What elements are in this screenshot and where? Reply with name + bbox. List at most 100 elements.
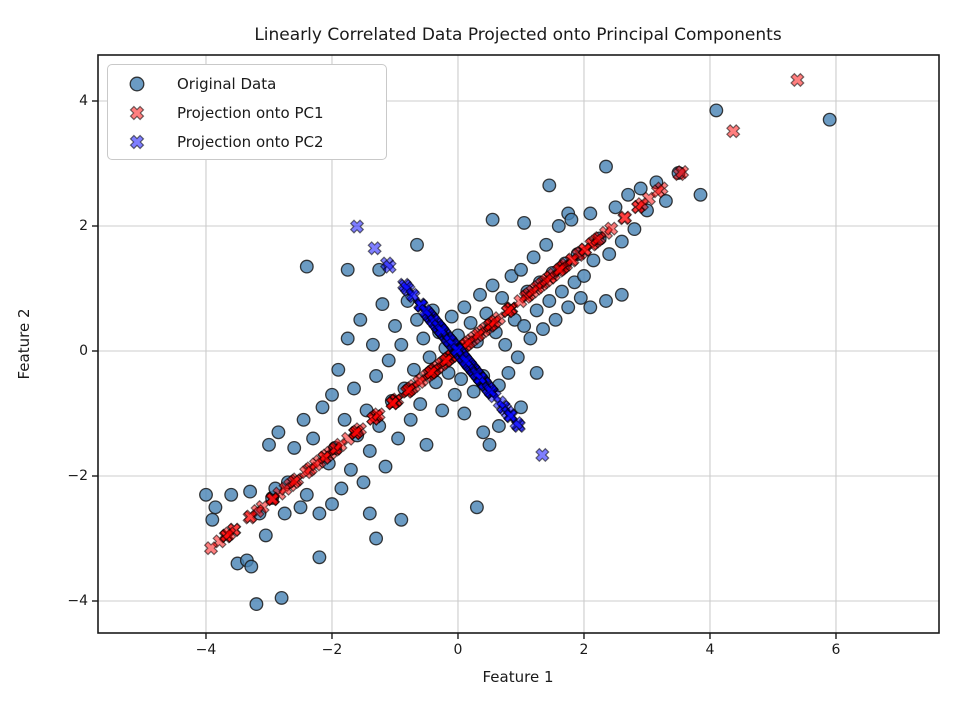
x-tick-label: 4	[705, 642, 715, 658]
pc2-projection-marker-icon	[108, 132, 166, 152]
pc2-projection-point	[503, 408, 518, 423]
original-data-point	[369, 531, 384, 546]
original-data-point	[514, 262, 528, 277]
original-data-point	[334, 481, 349, 496]
original-data-point	[325, 497, 339, 512]
original-data-point	[564, 212, 579, 227]
original-data-point	[306, 431, 321, 446]
pc2-projection-point	[535, 447, 550, 463]
pc1-projection-point	[243, 509, 258, 524]
original-data-point	[539, 237, 554, 252]
pc1-projection-point	[298, 465, 314, 480]
y-tick-label: 4	[79, 93, 88, 109]
original-data-point	[340, 331, 355, 346]
original-data-point	[498, 337, 513, 352]
original-data-point	[394, 512, 409, 527]
original-data-point	[583, 300, 598, 315]
pc2-projection-point	[483, 383, 498, 398]
pc1-projection-point	[371, 407, 386, 422]
pc2-projection-point	[433, 322, 449, 338]
original-data-point	[244, 559, 259, 574]
original-data-point	[693, 187, 708, 202]
original-data-point	[394, 337, 409, 352]
original-data-point	[419, 437, 434, 452]
original-data-point	[274, 590, 289, 605]
pc1-projection-point	[726, 124, 741, 139]
x-tick-label: −2	[321, 642, 343, 658]
original-data-point	[224, 487, 239, 502]
original-data-point	[561, 300, 576, 315]
legend-item-original-data: Original Data	[108, 69, 386, 98]
pc1-projection-point	[634, 196, 650, 212]
original-data-point	[287, 440, 302, 455]
y-tick-label: 0	[79, 343, 88, 359]
pc1-projection-point	[539, 273, 554, 288]
original-data-point	[362, 444, 377, 458]
pc1-projection-point	[577, 242, 593, 257]
pc1-projection-point	[650, 184, 666, 199]
original-data-point	[435, 403, 450, 418]
original-data-point	[822, 112, 837, 127]
original-data-point	[249, 597, 264, 612]
original-data-point	[406, 362, 421, 377]
original-data-point	[388, 319, 402, 333]
original-data-point	[315, 400, 330, 415]
original-data-point	[391, 431, 406, 446]
original-data-point	[510, 350, 525, 365]
original-data-point	[312, 550, 327, 565]
original-data-point	[627, 222, 642, 237]
x-tick-label: 6	[831, 642, 841, 658]
original-data-point	[416, 331, 431, 346]
original-data-point	[514, 400, 528, 415]
original-data-point	[586, 253, 601, 268]
original-data-point	[205, 512, 220, 527]
original-data-point	[381, 353, 396, 368]
original-data-point	[296, 412, 311, 427]
original-data-point	[504, 269, 519, 283]
original-data-point	[529, 365, 544, 380]
original-data-point	[463, 315, 478, 330]
original-data-point	[469, 500, 484, 515]
original-data-point	[199, 487, 213, 502]
original-data-point	[577, 269, 591, 283]
pc1-projection-point	[513, 294, 528, 309]
original-data-point	[356, 475, 371, 490]
pc1-projection-point	[385, 396, 400, 411]
original-data-point	[243, 484, 258, 499]
pc1-projection-point	[308, 457, 324, 472]
legend-item-projection-pc1: Projection onto PC1	[108, 98, 386, 127]
original-data-point	[337, 412, 352, 427]
pc1-projection-point	[333, 437, 348, 452]
original-data-point	[491, 419, 506, 433]
original-data-point	[208, 500, 223, 515]
pc2-projection-point	[449, 342, 465, 357]
original-data-point	[495, 290, 510, 305]
original-data-marker-icon	[108, 74, 166, 94]
original-data-point	[554, 284, 569, 299]
original-data-point	[567, 275, 582, 290]
original-data-point	[709, 103, 724, 118]
original-data-point	[536, 322, 550, 337]
pc1-projection-point	[565, 252, 580, 267]
pc1-projection-point	[203, 541, 219, 556]
original-data-point	[299, 259, 314, 274]
original-data-point	[517, 319, 532, 333]
original-data-point	[353, 312, 368, 327]
original-data-point	[599, 294, 613, 308]
x-tick-label: −4	[195, 642, 217, 658]
original-data-point	[277, 506, 292, 521]
original-data-point	[375, 297, 390, 312]
pc1-projection-point	[604, 221, 619, 236]
x-tick-label: 2	[579, 642, 589, 658]
original-data-point	[331, 362, 346, 377]
pc1-projection-point	[438, 353, 454, 368]
pc2-projection-point	[382, 259, 397, 274]
original-data-point	[633, 181, 648, 196]
original-data-point	[573, 290, 588, 305]
original-data-point	[485, 212, 500, 227]
pc1-projection-point	[525, 284, 540, 299]
pc1-projection-point	[412, 374, 427, 390]
original-data-point	[362, 506, 377, 521]
